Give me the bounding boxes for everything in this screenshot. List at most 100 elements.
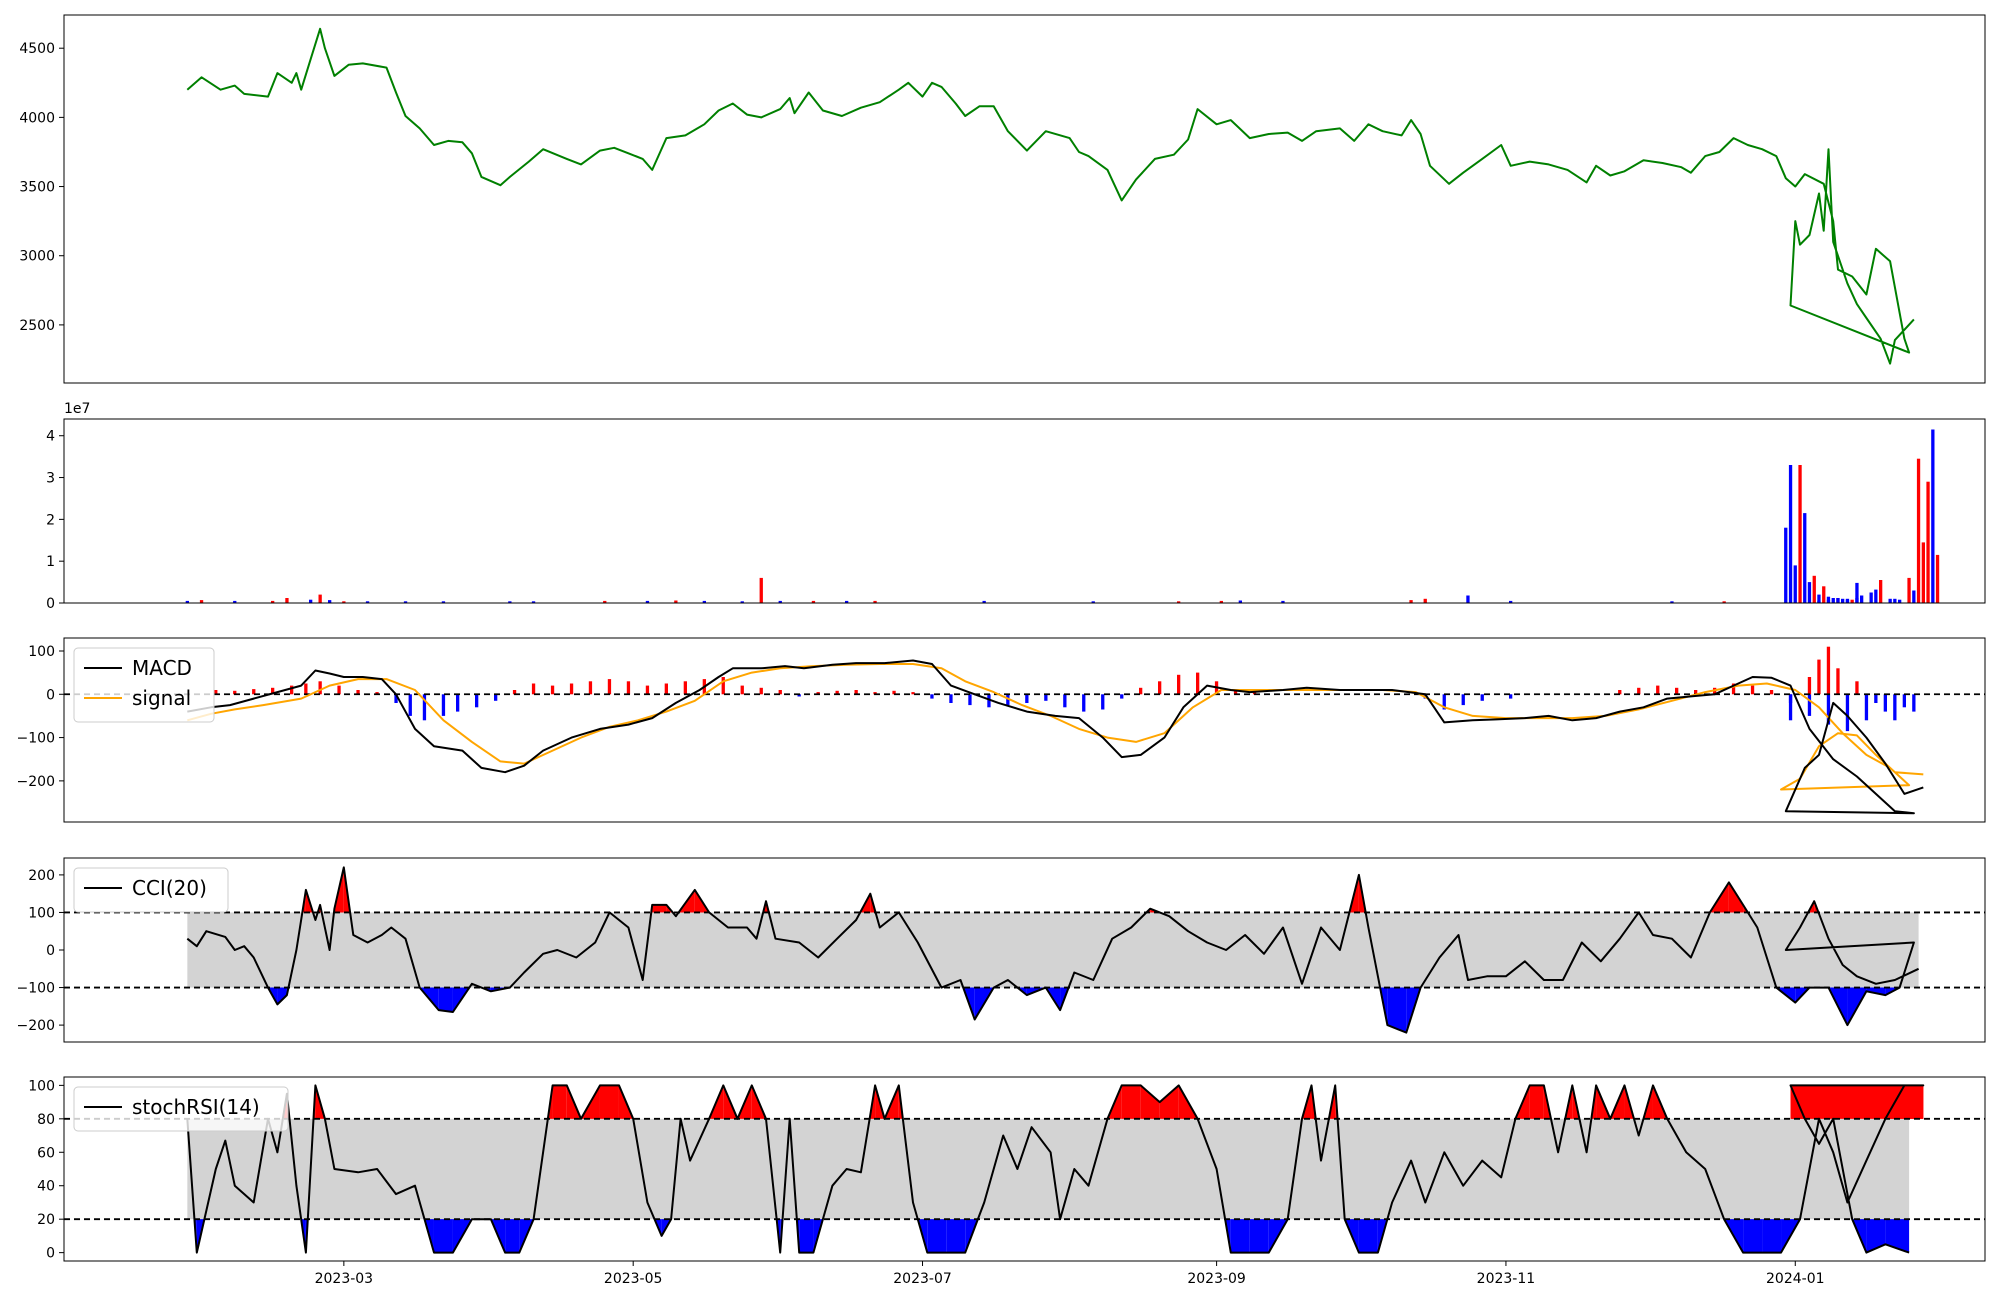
macd-histogram-bar — [422, 694, 427, 721]
macd-histogram-bar — [1807, 694, 1812, 716]
cci-y-tick-label: −200 — [17, 1018, 55, 1034]
volume-bar — [845, 600, 849, 603]
macd-histogram-bar — [1233, 690, 1238, 695]
volume-y-tick-label: 2 — [46, 512, 55, 528]
cci-overbought-fill — [652, 904, 667, 913]
price-y-tick-label: 4500 — [19, 41, 55, 57]
macd-histogram-bar — [1480, 694, 1484, 701]
volume-bar — [1423, 598, 1427, 603]
stoch-oversold-fill — [799, 1219, 814, 1253]
macd-histogram-bar — [645, 685, 650, 695]
stoch-oversold-fill — [927, 1219, 947, 1253]
volume-bar — [1907, 577, 1911, 603]
stoch-overbought-fill — [1121, 1085, 1141, 1119]
volume-bar — [1670, 601, 1674, 603]
volume-bar — [1722, 601, 1726, 603]
stoch-oversold-fill — [946, 1219, 966, 1253]
volume-bar — [1831, 598, 1835, 603]
volume-bar — [603, 600, 607, 603]
volume-bar — [199, 600, 204, 603]
volume-bar — [1807, 582, 1812, 603]
volume-bar — [1926, 481, 1930, 603]
stoch-oversold-fill — [1249, 1219, 1269, 1253]
macd-histogram-bar — [1177, 674, 1181, 695]
volume-bar — [1812, 575, 1816, 603]
stoch-rsi-line — [186, 1084, 1925, 1254]
volume-bar — [1822, 586, 1826, 603]
macd-histogram-bar — [1637, 687, 1641, 695]
volume-bar — [811, 600, 816, 603]
cci-y-tick-label: −100 — [17, 981, 55, 997]
cci-axes-frame — [63, 857, 1986, 1043]
macd-histogram-bar — [1893, 694, 1897, 721]
stoch-overbought-fill — [1140, 1085, 1160, 1119]
stoch-overbought-fill — [552, 1085, 567, 1119]
macd-y-tick-label: 0 — [46, 687, 55, 703]
volume-y-tick-label: 4 — [46, 429, 55, 445]
stoch-axes-frame — [63, 1076, 1986, 1262]
volume-bar — [1803, 513, 1807, 603]
volume-bar — [441, 601, 446, 603]
volume-axes-frame — [63, 418, 1986, 604]
volume-bar — [309, 599, 313, 603]
volume-bar — [1409, 600, 1413, 603]
macd-histogram-bar — [664, 683, 668, 695]
macd-histogram-bar — [1442, 694, 1446, 710]
volume-bar — [1836, 598, 1840, 603]
stoch-y-tick-label: 0 — [46, 1246, 55, 1262]
macd-panel: −200 −100 0 100 MACD signal — [17, 637, 1986, 823]
x-tick-label: 2023-11 — [1477, 1271, 1536, 1287]
macd-histogram-bar — [1509, 694, 1513, 699]
volume-bar — [778, 600, 782, 603]
volume-bar — [982, 600, 986, 603]
macd-histogram-bar — [626, 681, 631, 695]
volume-bar — [1916, 458, 1921, 603]
macd-histogram-bar — [1826, 694, 1831, 725]
volume-bar — [271, 600, 275, 603]
stoch-rsi-panel: 0 20 40 60 80 100 stochRSI(14) — [28, 1076, 1986, 1262]
macd-histogram-bar — [550, 685, 555, 695]
macd-histogram-bar — [1101, 694, 1105, 710]
macd-histogram-bar — [271, 687, 275, 695]
volume-bar — [1788, 465, 1793, 603]
x-tick-label: 2023-09 — [1187, 1271, 1246, 1287]
macd-legend-label: signal — [132, 686, 191, 710]
volume-bar — [1898, 599, 1902, 603]
macd-histogram-bar — [1874, 694, 1878, 703]
stoch-legend-label: stochRSI(14) — [132, 1095, 260, 1119]
volume-bar — [702, 600, 706, 603]
stoch-legend — [73, 1086, 289, 1132]
volume-bar — [318, 594, 322, 603]
macd-histogram-bar — [494, 694, 498, 701]
date-axis: 2023-03 2023-05 2023-07 2023-09 2023-11 2024-… — [315, 1261, 1825, 1287]
volume-y-tick-label: 1 — [46, 554, 55, 570]
volume-bar — [1869, 592, 1873, 603]
macd-histogram-bar — [873, 692, 877, 695]
macd-histogram-bar — [1807, 677, 1812, 695]
stoch-y-tick-label: 80 — [37, 1112, 55, 1128]
macd-histogram-bar — [607, 679, 612, 695]
macd-histogram-bar — [816, 692, 820, 695]
volume-bar — [1091, 601, 1095, 603]
stoch-oversold-fill — [1358, 1219, 1378, 1253]
macd-histogram-bar — [759, 687, 763, 695]
stoch-overbought-fill — [1159, 1085, 1179, 1119]
macd-axes-frame — [63, 637, 1986, 823]
stoch-oversold-fill — [1866, 1219, 1886, 1253]
cci-y-tick-label: 0 — [46, 943, 55, 959]
macd-histogram-bar — [1618, 690, 1622, 695]
macd-histogram-bar — [304, 683, 308, 695]
macd-histogram-bar — [588, 681, 593, 695]
volume-bar — [508, 601, 512, 603]
x-tick-label: 2023-05 — [604, 1271, 663, 1287]
stoch-overbought-fill — [1790, 1085, 1924, 1119]
macd-histogram-bar — [1252, 692, 1257, 695]
macd-legend-label: MACD — [132, 656, 192, 680]
volume-bar — [1509, 600, 1513, 603]
volume-bar — [645, 600, 650, 603]
signal-line — [187, 663, 1924, 791]
volume-bar — [1798, 465, 1802, 603]
macd-histogram-bar — [949, 694, 953, 703]
macd-line — [187, 659, 1924, 815]
volume-bar — [1893, 598, 1897, 603]
